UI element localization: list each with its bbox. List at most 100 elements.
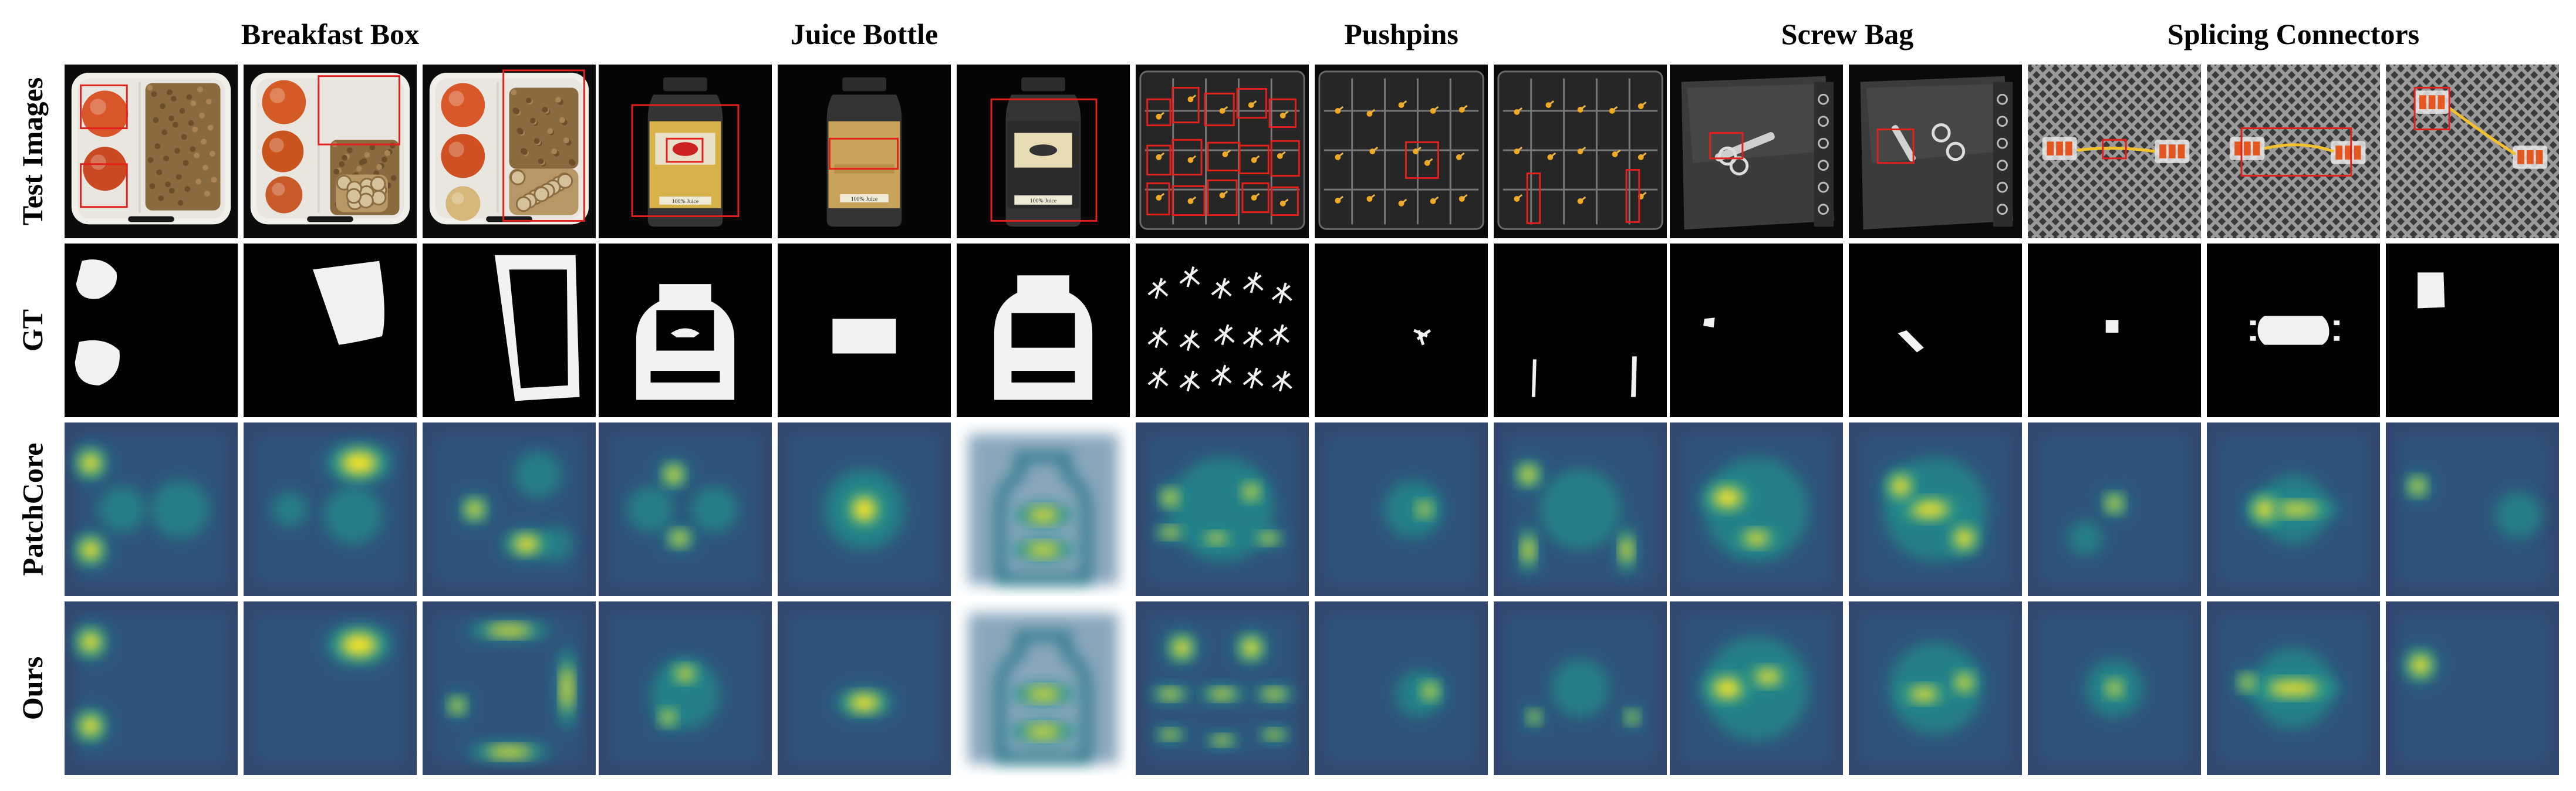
patchcore-map-10-graphic (1670, 422, 1843, 596)
test-image-2-graphic (244, 65, 417, 238)
test-image-6-graphic: 100% Juice (957, 65, 1130, 238)
test-image-9 (1494, 65, 1667, 238)
ours-map-9 (1494, 601, 1667, 775)
patchcore-map-9 (1494, 422, 1667, 596)
row-label-patchcore: PatchCore (0, 422, 65, 596)
row-label-ours-text: Ours (15, 656, 49, 721)
ours-map-7-graphic (1136, 601, 1309, 775)
patchcore-map-7 (1136, 422, 1309, 596)
test-image-13 (2207, 65, 2380, 238)
ours-map-1 (65, 601, 238, 775)
header-screw-bag: Screw Bag (1781, 18, 1914, 50)
patchcore-map-8 (1315, 422, 1488, 596)
ours-map-5 (778, 601, 951, 775)
patchcore-map-9-graphic (1494, 422, 1667, 596)
patchcore-map-6 (957, 422, 1130, 596)
svg-text:100% Juice: 100% Juice (851, 196, 878, 202)
patchcore-map-14 (2386, 422, 2559, 596)
patchcore-map-1-graphic (65, 422, 238, 596)
gt-mask-8-graphic (1315, 244, 1488, 417)
ours-map-6 (957, 601, 1130, 775)
patchcore-map-7-graphic (1136, 422, 1309, 596)
ours-map-1-graphic (65, 601, 238, 775)
test-image-4-graphic: 100% Juice (599, 65, 772, 238)
patchcore-map-13-graphic (2207, 422, 2380, 596)
header-juice-bottle: Juice Bottle (790, 18, 938, 50)
test-image-3 (423, 65, 596, 238)
test-image-7-graphic (1136, 65, 1309, 238)
gt-mask-9 (1494, 244, 1667, 417)
gt-mask-12-graphic (2028, 244, 2201, 417)
gt-mask-14 (2386, 244, 2559, 417)
ours-map-8 (1315, 601, 1488, 775)
row-label-gt-text: GT (16, 309, 49, 352)
gt-mask-1-graphic (65, 244, 238, 417)
test-image-9-graphic (1494, 65, 1667, 238)
gt-mask-11-graphic (1849, 244, 2022, 417)
test-image-12-graphic (2028, 65, 2201, 238)
header-splicing-connectors: Splicing Connectors (2167, 18, 2420, 50)
gt-mask-10 (1670, 244, 1843, 417)
test-image-5-graphic: 100% Juice (778, 65, 951, 238)
gt-mask-2 (244, 244, 417, 417)
gt-mask-7-graphic (1136, 244, 1309, 417)
gt-mask-13-graphic (2207, 244, 2380, 417)
patchcore-map-10 (1670, 422, 1843, 596)
ours-map-3-graphic (423, 601, 596, 775)
test-image-8 (1315, 65, 1488, 238)
patchcore-map-2-graphic (244, 422, 417, 596)
gt-mask-4-graphic (599, 244, 772, 417)
test-image-11-graphic (1849, 65, 2022, 238)
row-label-gt: GT (0, 244, 65, 417)
svg-text:100% Juice: 100% Juice (1030, 198, 1057, 204)
gt-mask-6-graphic (957, 244, 1130, 417)
test-image-10 (1670, 65, 1843, 238)
gt-mask-4 (599, 244, 772, 417)
patchcore-map-11 (1849, 422, 2022, 596)
gt-mask-14-graphic (2386, 244, 2559, 417)
ours-map-12-graphic (2028, 601, 2201, 775)
test-image-1 (65, 65, 238, 238)
test-image-4: 100% Juice (599, 65, 772, 238)
test-image-7 (1136, 65, 1309, 238)
header-pushpins: Pushpins (1344, 18, 1459, 50)
ours-map-2 (244, 601, 417, 775)
patchcore-map-4-graphic (599, 422, 772, 596)
ours-map-12 (2028, 601, 2201, 775)
gt-mask-12 (2028, 244, 2201, 417)
ours-map-6-graphic (968, 613, 1119, 764)
row-label-test-images: Test Images (0, 65, 65, 238)
ours-map-4-graphic (599, 601, 772, 775)
patchcore-map-3 (423, 422, 596, 596)
row-label-test-images-text: Test Images (16, 77, 49, 226)
ours-map-11 (1849, 601, 2022, 775)
test-image-14 (2386, 65, 2559, 238)
svg-text:100% Juice: 100% Juice (672, 198, 699, 205)
ours-map-4 (599, 601, 772, 775)
patchcore-map-13 (2207, 422, 2380, 596)
ours-map-13-graphic (2207, 601, 2380, 775)
patchcore-map-12 (2028, 422, 2201, 596)
patchcore-map-6-graphic (968, 434, 1119, 585)
gt-mask-11 (1849, 244, 2022, 417)
ours-map-13 (2207, 601, 2380, 775)
test-image-5: 100% Juice (778, 65, 951, 238)
gt-mask-6 (957, 244, 1130, 417)
gt-mask-10-graphic (1670, 244, 1843, 417)
gt-mask-9-graphic (1494, 244, 1667, 417)
patchcore-map-14-graphic (2386, 422, 2559, 596)
patchcore-map-2 (244, 422, 417, 596)
patchcore-map-5-graphic (778, 422, 951, 596)
header-breakfast-box: Breakfast Box (241, 18, 420, 50)
test-image-11 (1849, 65, 2022, 238)
gt-mask-1 (65, 244, 238, 417)
ours-map-2-graphic (244, 601, 417, 775)
ours-map-7 (1136, 601, 1309, 775)
patchcore-map-5 (778, 422, 951, 596)
ours-map-10 (1670, 601, 1843, 775)
gt-mask-5-graphic (778, 244, 951, 417)
test-image-13-graphic (2207, 65, 2380, 238)
test-image-2 (244, 65, 417, 238)
gt-mask-8 (1315, 244, 1488, 417)
patchcore-map-8-graphic (1315, 422, 1488, 596)
